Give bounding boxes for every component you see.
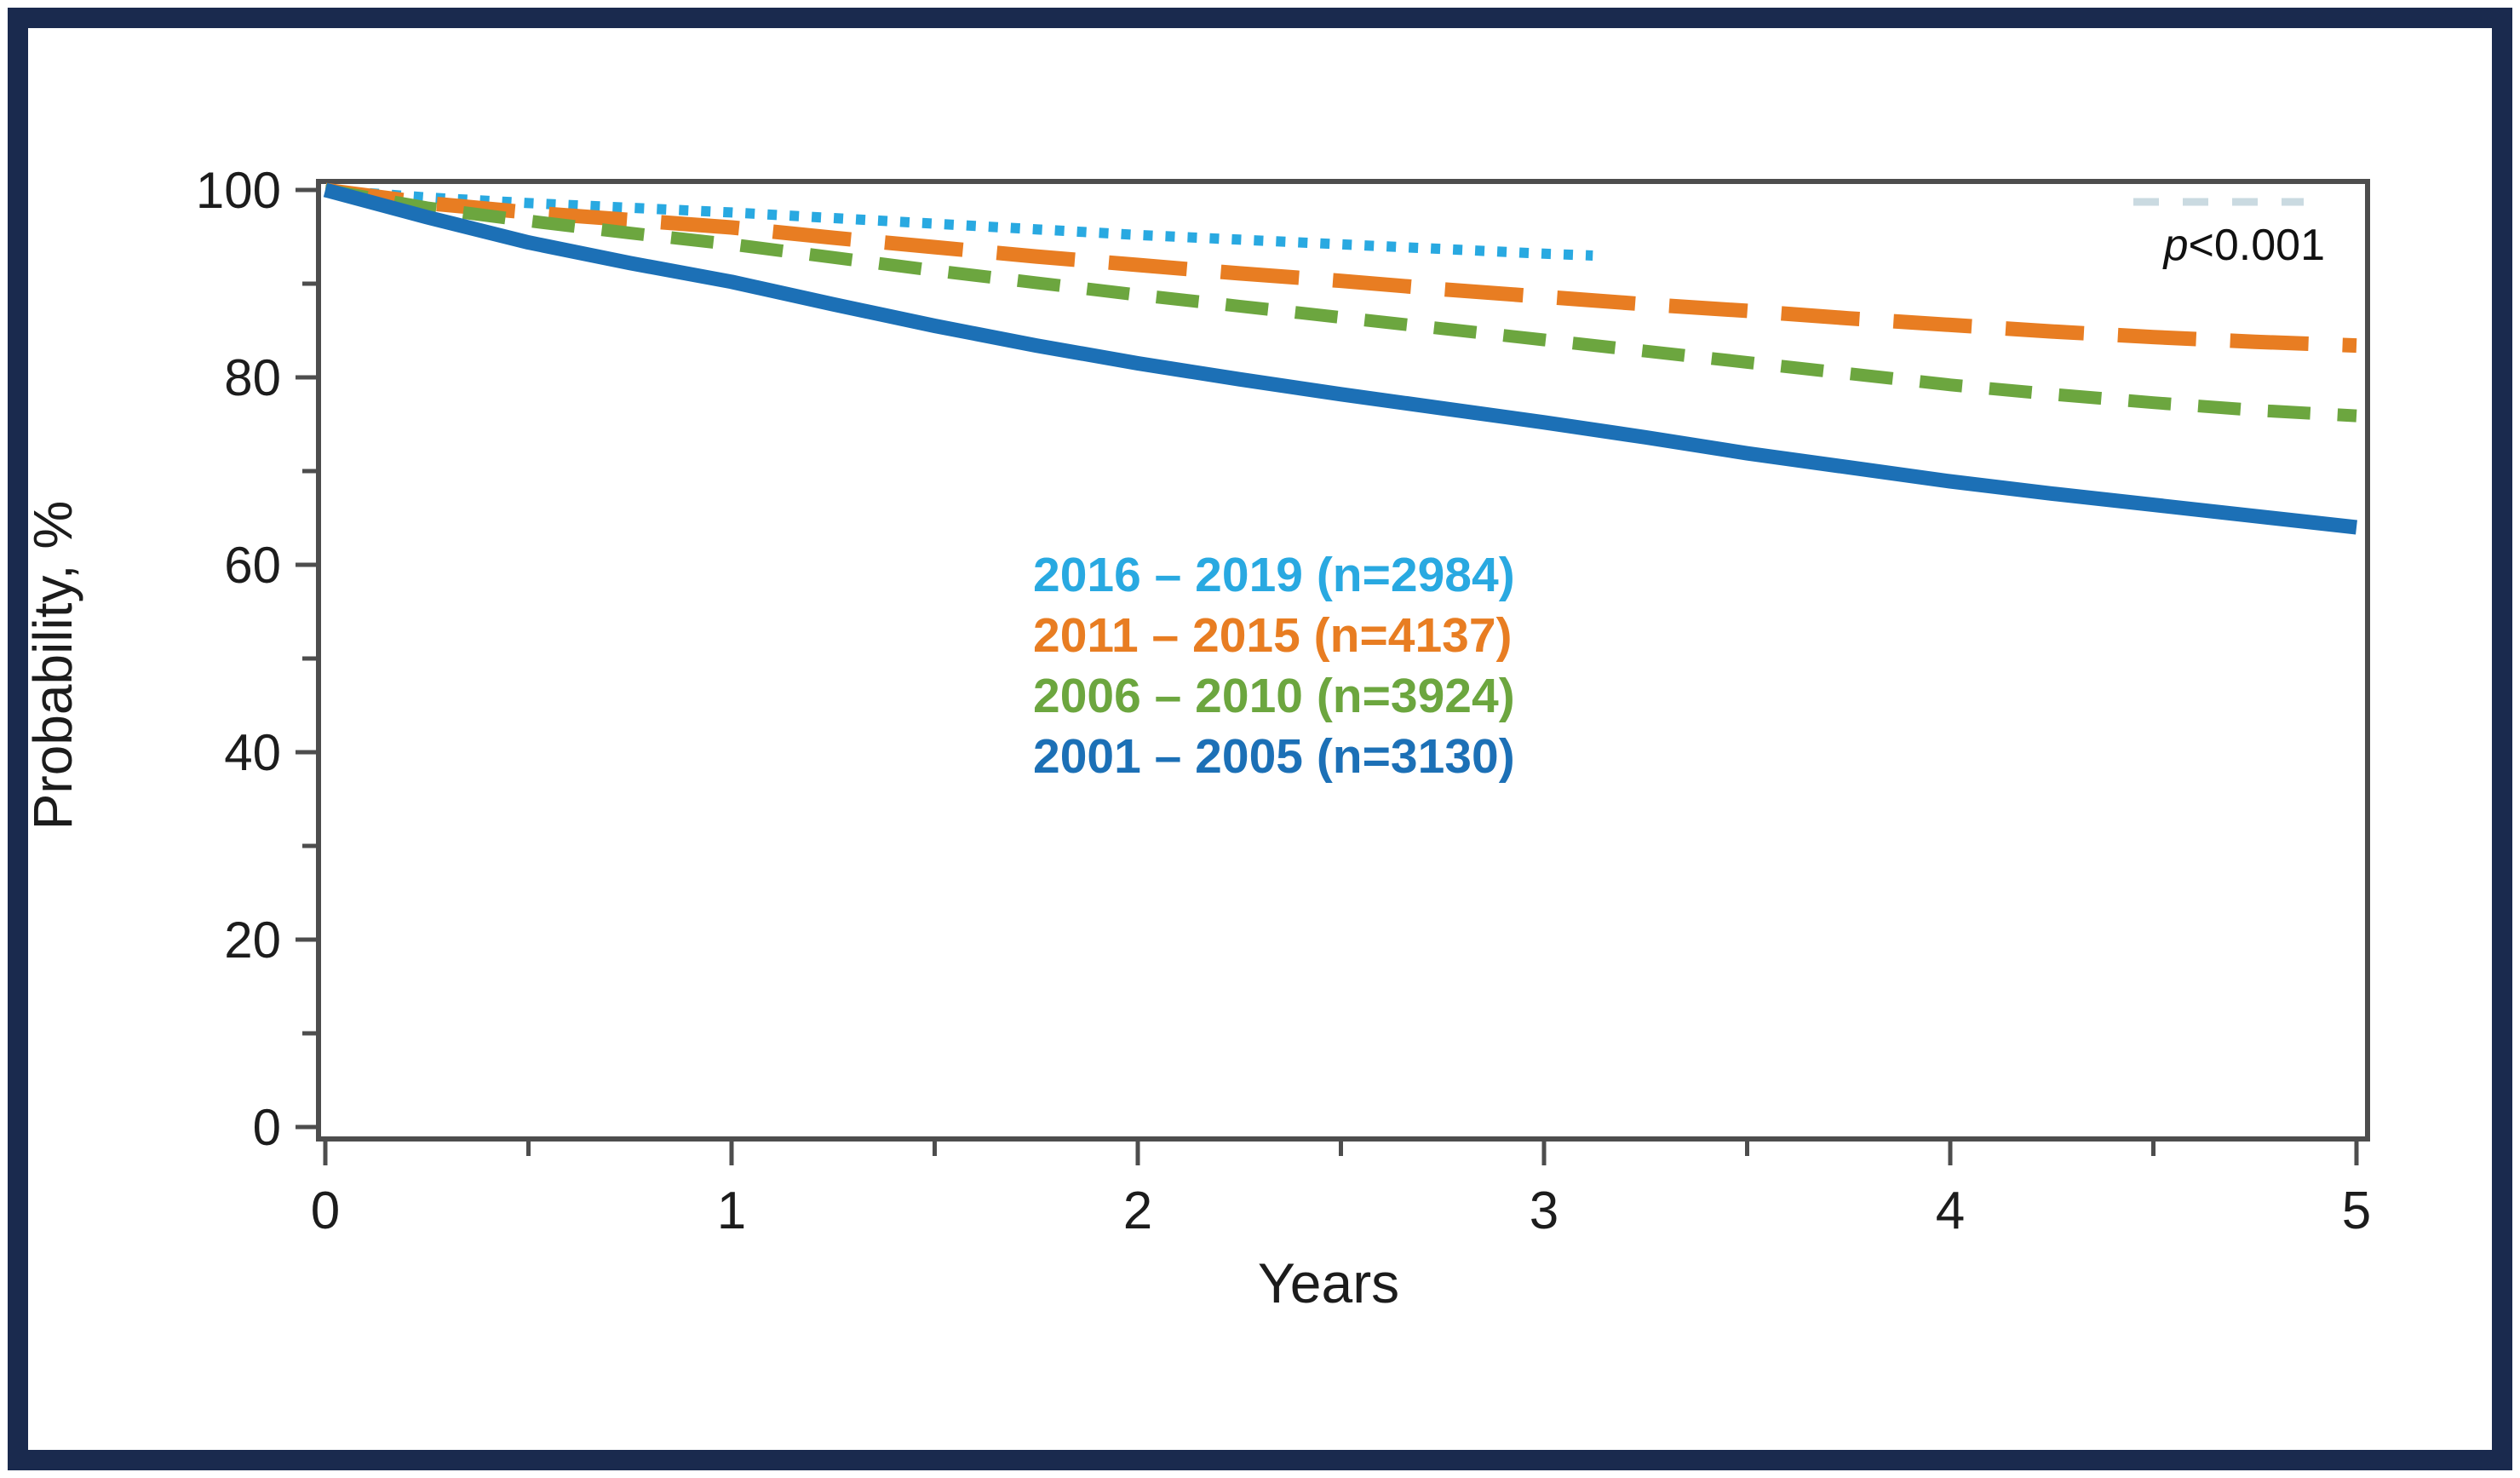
y-axis-title: Probability, % — [22, 500, 83, 831]
x-tick-label: 0 — [311, 1182, 340, 1240]
p-value-annotation: p<0.001 — [2044, 220, 2325, 271]
legend-item: 2016 – 2019 (n=2984) — [1033, 548, 1515, 602]
km-curve-2001-2005 — [323, 182, 2357, 535]
chart-legend: 2016 – 2019 (n=2984) 2011 – 2015 (n=4137)… — [1033, 545, 1515, 787]
x-tick-label: 3 — [1530, 1182, 1558, 1240]
y-tick-label: 40 — [224, 724, 281, 781]
y-tick-label: 60 — [224, 537, 281, 594]
y-tick-label: 100 — [196, 162, 281, 219]
legend-item: 2006 – 2010 (n=3924) — [1033, 669, 1515, 723]
x-tick-label: 5 — [2342, 1182, 2371, 1240]
p-value-symbol: p — [2163, 221, 2189, 270]
y-tick-label: 20 — [224, 912, 281, 969]
x-tick-label: 2 — [1123, 1182, 1152, 1240]
x-tick-label: 4 — [1936, 1182, 1965, 1240]
km-curve-2011-2015 — [324, 182, 2357, 354]
km-curve-2006-2010 — [324, 183, 2357, 423]
legend-item: 2001 – 2005 (n=3130) — [1033, 729, 1515, 784]
x-axis-title: Years — [1257, 1251, 1400, 1314]
p-value-text: <0.001 — [2188, 221, 2326, 270]
y-tick-label: 0 — [253, 1099, 281, 1156]
legend-item: 2011 – 2015 (n=4137) — [1033, 608, 1513, 663]
x-tick-label: 1 — [717, 1182, 746, 1240]
y-tick-label: 80 — [224, 349, 281, 406]
